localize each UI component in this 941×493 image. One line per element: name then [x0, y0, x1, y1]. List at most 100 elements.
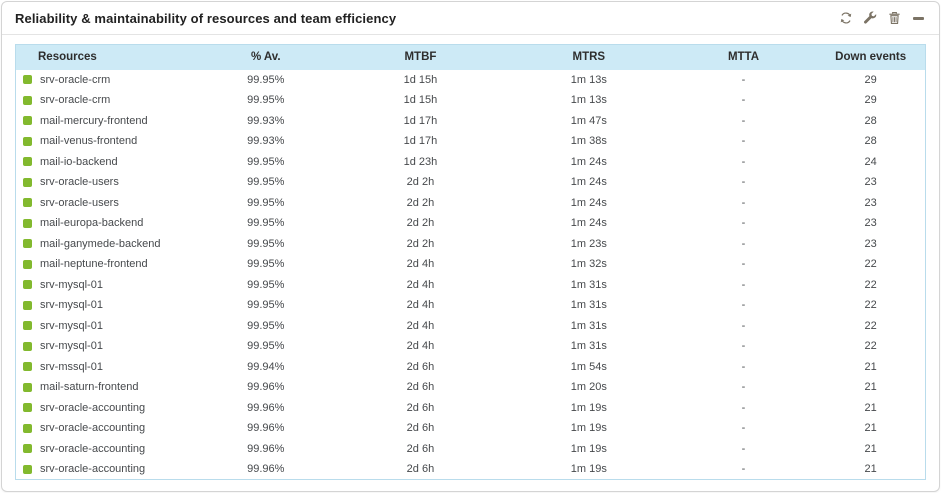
cell-mtrs: 1m 47s: [506, 110, 671, 131]
status-ok-icon: [23, 239, 32, 249]
resource-name: mail-venus-frontend: [40, 135, 138, 148]
cell-down_events: 28: [816, 131, 926, 152]
cell-mtta: -: [670, 356, 817, 377]
cell-mtrs: 1m 24s: [506, 192, 671, 213]
table-row: mail-europa-backend 99.95% 2d 2h 1m 24s -23: [15, 213, 926, 234]
cell-availability: 99.95%: [197, 90, 334, 111]
cell-down_events: 21: [816, 397, 926, 418]
table-row: mail-io-backend 99.95% 1d 23h 1m 24s -24: [15, 151, 926, 172]
resource-name: srv-mysql-01: [40, 319, 103, 332]
collapse-icon[interactable]: [910, 10, 926, 26]
widget-toolbar: [838, 10, 926, 26]
cell-mtbf: 2d 6h: [334, 418, 507, 439]
cell-availability: 99.93%: [197, 110, 334, 131]
refresh-icon[interactable]: [838, 10, 854, 26]
resource-name: srv-oracle-users: [40, 196, 119, 209]
column-header-mtta: MTTA: [670, 44, 817, 70]
table-row: srv-mysql-01 99.95% 2d 4h 1m 31s -22: [15, 295, 926, 316]
cell-down_events: 23: [816, 192, 926, 213]
table-row: srv-oracle-crm 99.95% 1d 15h 1m 13s -29: [15, 69, 926, 90]
cell-mtta: -: [670, 172, 817, 193]
table-row: mail-neptune-frontend 99.95% 2d 4h 1m 32s -2…: [15, 254, 926, 275]
status-ok-icon: [23, 218, 32, 228]
table-row: srv-mssql-01 99.94% 2d 6h 1m 54s -21: [15, 356, 926, 377]
table-row: srv-oracle-users 99.95% 2d 2h 1m 24s -23: [15, 192, 926, 213]
cell-resource: srv-oracle-accounting: [15, 418, 198, 439]
cell-mtrs: 1m 23s: [506, 233, 671, 254]
status-ok-icon: [23, 280, 32, 290]
resource-name: mail-neptune-frontend: [40, 258, 148, 271]
cell-mtta: -: [670, 69, 817, 90]
status-ok-icon: [23, 177, 32, 187]
cell-availability: 99.95%: [197, 69, 334, 90]
cell-resource: srv-oracle-accounting: [15, 459, 198, 480]
cell-availability: 99.93%: [197, 131, 334, 152]
cell-mtta: -: [670, 131, 817, 152]
status-ok-icon: [23, 362, 32, 372]
status-ok-icon: [23, 300, 32, 310]
cell-resource: srv-oracle-crm: [15, 90, 198, 111]
trash-icon[interactable]: [886, 10, 902, 26]
cell-mtbf: 2d 4h: [334, 295, 507, 316]
table-row: srv-oracle-crm 99.95% 1d 15h 1m 13s -29: [15, 90, 926, 111]
cell-mtrs: 1m 24s: [506, 213, 671, 234]
cell-down_events: 24: [816, 151, 926, 172]
cell-resource: mail-saturn-frontend: [15, 377, 198, 398]
resource-name: mail-europa-backend: [40, 217, 144, 230]
cell-mtta: -: [670, 213, 817, 234]
status-ok-icon: [23, 403, 32, 413]
cell-mtta: -: [670, 459, 817, 480]
resource-name: srv-mssql-01: [40, 360, 103, 373]
cell-mtrs: 1m 31s: [506, 336, 671, 357]
cell-availability: 99.95%: [197, 295, 334, 316]
cell-mtrs: 1m 32s: [506, 254, 671, 275]
reliability-table: Resources% Av. MTBF MTRS MTTA Down events sr…: [15, 44, 926, 480]
resource-name: mail-io-backend: [40, 155, 118, 168]
cell-mtta: -: [670, 90, 817, 111]
column-header-mtbf: MTBF: [334, 44, 507, 70]
cell-availability: 99.96%: [197, 377, 334, 398]
status-ok-icon: [23, 341, 32, 351]
status-ok-icon: [23, 136, 32, 146]
cell-availability: 99.96%: [197, 438, 334, 459]
cell-mtrs: 1m 13s: [506, 90, 671, 111]
resource-name: srv-oracle-users: [40, 176, 119, 189]
cell-availability: 99.95%: [197, 213, 334, 234]
status-ok-icon: [23, 464, 32, 474]
cell-mtrs: 1m 19s: [506, 397, 671, 418]
column-header-resource: Resources: [15, 44, 198, 70]
cell-resource: mail-mercury-frontend: [15, 110, 198, 131]
cell-mtta: -: [670, 377, 817, 398]
cell-mtbf: 2d 2h: [334, 233, 507, 254]
table-header-row: Resources% Av. MTBF MTRS MTTA Down events: [15, 44, 926, 70]
cell-mtta: -: [670, 336, 817, 357]
cell-resource: srv-oracle-accounting: [15, 438, 198, 459]
cell-resource: srv-mysql-01: [15, 295, 198, 316]
cell-mtbf: 2d 4h: [334, 254, 507, 275]
resource-name: srv-mysql-01: [40, 299, 103, 312]
cell-down_events: 22: [816, 295, 926, 316]
cell-mtta: -: [670, 254, 817, 275]
cell-down_events: 23: [816, 172, 926, 193]
status-ok-icon: [23, 382, 32, 392]
table-row: mail-venus-frontend 99.93% 1d 17h 1m 38s -28: [15, 131, 926, 152]
cell-mtbf: 2d 6h: [334, 356, 507, 377]
resource-name: mail-ganymede-backend: [40, 237, 161, 250]
cell-resource: srv-mssql-01: [15, 356, 198, 377]
status-ok-icon: [23, 157, 32, 167]
status-ok-icon: [23, 321, 32, 331]
cell-resource: srv-mysql-01: [15, 315, 198, 336]
resource-name: srv-oracle-crm: [40, 73, 111, 86]
cell-down_events: 22: [816, 336, 926, 357]
cell-availability: 99.95%: [197, 254, 334, 275]
cell-mtbf: 2d 6h: [334, 459, 507, 480]
cell-mtbf: 1d 15h: [334, 69, 507, 90]
cell-resource: srv-oracle-accounting: [15, 397, 198, 418]
cell-availability: 99.96%: [197, 459, 334, 480]
cell-mtbf: 2d 6h: [334, 397, 507, 418]
cell-availability: 99.95%: [197, 151, 334, 172]
widget-title: Reliability & maintainability of resourc…: [15, 10, 397, 26]
cell-mtrs: 1m 19s: [506, 459, 671, 480]
wrench-icon[interactable]: [862, 10, 878, 26]
status-ok-icon: [23, 423, 32, 433]
